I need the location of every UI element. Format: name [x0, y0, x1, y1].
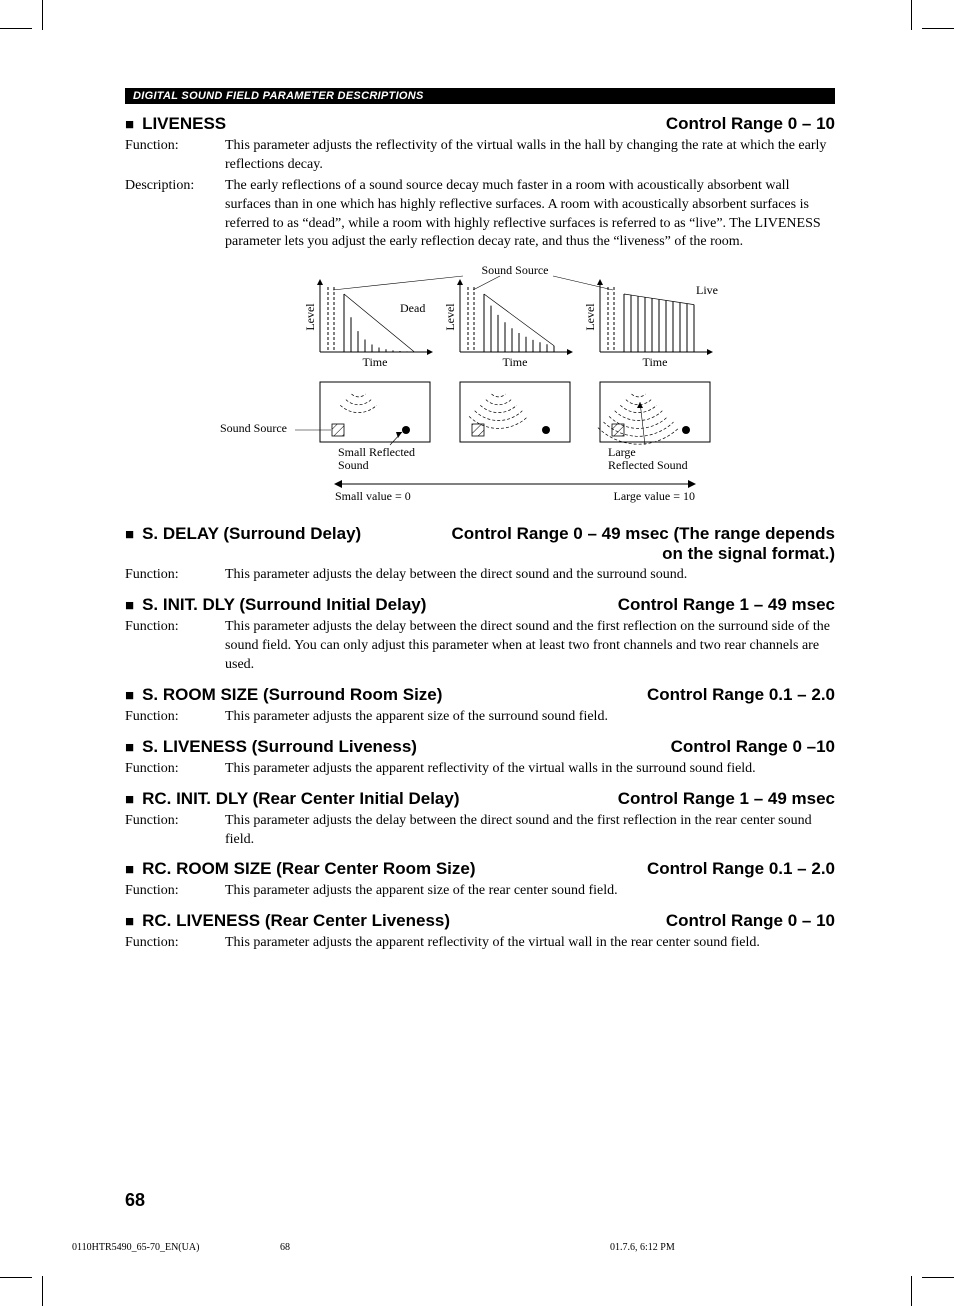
svg-text:Sound Source: Sound Source [220, 421, 287, 435]
control-range: Control Range 0.1 – 2.0 [647, 859, 835, 879]
row-label: Function: [125, 137, 211, 175]
row-body: This parameter adjusts the apparent size… [225, 708, 835, 727]
svg-text:Small Reflected: Small Reflected [338, 445, 415, 459]
section-title: S. DELAY (Surround Delay) [142, 524, 361, 544]
bullet-icon: ■ [125, 789, 134, 810]
control-range: Control Range 1 – 49 msec [618, 789, 835, 809]
row-label: Function: [125, 882, 211, 901]
param-row: Function:This parameter adjusts the dela… [125, 618, 835, 675]
footer-timestamp: 01.7.6, 6:12 PM [610, 1242, 675, 1253]
svg-text:Level: Level [583, 303, 597, 331]
svg-text:Time: Time [643, 355, 668, 369]
row-body: This parameter adjusts the reflectivity … [225, 137, 835, 175]
section-head: ■ S. DELAY (Surround Delay) Control Range … [125, 524, 835, 564]
svg-text:Large value = 10: Large value = 10 [613, 489, 695, 503]
section-head: ■ S. INIT. DLY (Surround Initial Delay) Co… [125, 595, 835, 616]
header-bar: DIGITAL SOUND FIELD PARAMETER DESCRIPTIO… [125, 88, 835, 104]
param-row: Function: This parameter adjusts the appa… [125, 934, 835, 953]
svg-text:Large: Large [608, 445, 636, 459]
svg-text:Sound Source: Sound Source [482, 264, 549, 277]
bullet-icon: ■ [125, 737, 134, 758]
param-row: Function: This parameter adjusts the dela… [125, 566, 835, 585]
section-title: RC. LIVENESS (Rear Center Liveness) [142, 911, 450, 931]
svg-text:Level: Level [303, 303, 317, 331]
param-row: Function: This parameter adjusts the refl… [125, 137, 835, 175]
footer-page: 68 [280, 1242, 290, 1253]
row-body: This parameter adjusts the delay between… [225, 812, 835, 850]
section-title: RC. ROOM SIZE (Rear Center Room Size) [142, 859, 475, 879]
control-range: Control Range 0 –10 [671, 737, 835, 757]
bullet-icon: ■ [125, 685, 134, 706]
row-label: Function: [125, 934, 211, 953]
svg-text:Time: Time [503, 355, 528, 369]
page-content: DIGITAL SOUND FIELD PARAMETER DESCRIPTIO… [125, 88, 835, 953]
param-row: Function: This parameter adjusts the appa… [125, 708, 835, 727]
liveness-diagram: Sound Source Level Time Dead Level Time Level T… [125, 264, 835, 514]
svg-text:Live: Live [696, 283, 718, 297]
footer-file: 0110HTR5490_65-70_EN(UA) [72, 1242, 199, 1253]
svg-text:Dead: Dead [400, 301, 425, 315]
row-body: This parameter adjusts the apparent size… [225, 882, 835, 901]
row-body: This parameter adjusts the apparent refl… [225, 934, 835, 953]
bullet-icon: ■ [125, 859, 134, 880]
row-label: Function: [125, 618, 211, 675]
section-title: RC. INIT. DLY (Rear Center Initial Delay… [142, 789, 459, 809]
bullet-icon: ■ [125, 595, 134, 616]
row-label: Function: [125, 566, 211, 585]
section-head: ■ RC. ROOM SIZE (Rear Center Room Size) Co… [125, 859, 835, 880]
control-range: Control Range 0 – 10 [666, 114, 835, 134]
svg-text:Sound: Sound [338, 458, 369, 472]
row-body: This parameter adjusts the apparent refl… [225, 760, 835, 779]
section-title: S. LIVENESS (Surround Liveness) [142, 737, 417, 757]
row-body: The early reflections of a sound source … [225, 177, 835, 253]
control-range: Control Range 0 – 10 [666, 911, 835, 931]
row-label: Function: [125, 760, 211, 779]
row-label: Function: [125, 812, 211, 850]
section-head: ■ S. LIVENESS (Surround Liveness) Control … [125, 737, 835, 758]
section-head: ■ RC. LIVENESS (Rear Center Liveness) Cont… [125, 911, 835, 932]
param-row: Function: This parameter adjusts the appa… [125, 882, 835, 901]
bullet-icon: ■ [125, 911, 134, 932]
param-row: Function: This parameter adjusts the dela… [125, 812, 835, 850]
page-number: 68 [125, 1190, 145, 1211]
row-body: This parameter adjusts the delay between… [225, 618, 835, 675]
svg-text:Reflected Sound: Reflected Sound [608, 458, 688, 472]
section-head: ■ S. ROOM SIZE (Surround Room Size) Contro… [125, 685, 835, 706]
section-head: ■ LIVENESS Control Range 0 – 10 [125, 114, 835, 135]
svg-text:Time: Time [363, 355, 388, 369]
row-label: Description: [125, 177, 211, 253]
control-range: Control Range 0 – 49 msec (The range dep… [445, 524, 836, 564]
control-range: Control Range 1 – 49 msec [618, 595, 835, 615]
param-row: Function: This parameter adjusts the appa… [125, 760, 835, 779]
section-title: S. ROOM SIZE (Surround Room Size) [142, 685, 442, 705]
bullet-icon: ■ [125, 524, 134, 545]
section-head: ■ RC. INIT. DLY (Rear Center Initial Dela… [125, 789, 835, 810]
row-label: Function: [125, 708, 211, 727]
svg-text:Small value = 0: Small value = 0 [335, 489, 411, 503]
row-body: This parameter adjusts the delay between… [225, 566, 835, 585]
section-title: S. INIT. DLY (Surround Initial Delay) [142, 595, 426, 615]
section-title: LIVENESS [142, 114, 226, 134]
bullet-icon: ■ [125, 114, 134, 135]
control-range: Control Range 0.1 – 2.0 [647, 685, 835, 705]
svg-text:Level: Level [443, 303, 457, 331]
param-row: Description:The early reflections of a s… [125, 177, 835, 253]
